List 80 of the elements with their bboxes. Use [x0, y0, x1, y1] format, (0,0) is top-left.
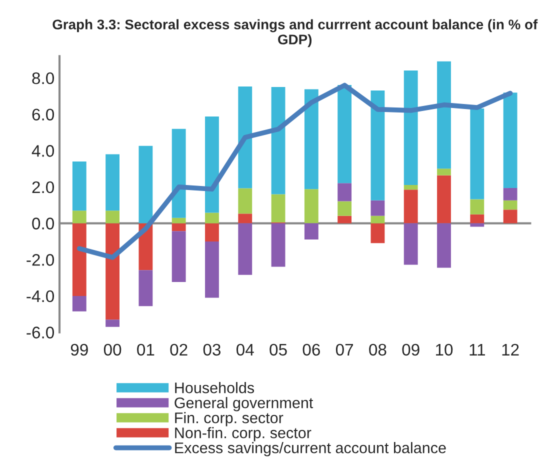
bar: [404, 223, 418, 265]
x-tick-label: 99: [70, 344, 88, 356]
line-series: [76, 82, 513, 260]
bar: [72, 223, 86, 296]
bar: [503, 188, 518, 200]
x-tick-label: 00: [104, 344, 122, 356]
bar: [503, 210, 518, 224]
bar: [370, 90, 385, 200]
x-tick-label: 05: [270, 344, 287, 356]
bar: [271, 223, 286, 267]
x-tick-label: 07: [336, 344, 353, 356]
bar: [72, 210, 86, 224]
legend-label: Households: [175, 382, 254, 394]
x-tick-label: 04: [236, 344, 254, 356]
bar: [470, 108, 484, 200]
bar: [205, 116, 219, 213]
bar: [172, 223, 186, 232]
x-tick-label: 01: [137, 344, 154, 356]
bar: [205, 241, 219, 298]
x-tick-label: 10: [436, 344, 453, 356]
bar: [470, 199, 484, 214]
bar: [138, 146, 153, 224]
x-tick-label: 02: [170, 344, 188, 356]
bar: [205, 223, 219, 242]
bar: [370, 216, 385, 224]
bar: [404, 70, 418, 185]
x-tick-label: 11: [470, 344, 485, 356]
bar: [437, 61, 451, 169]
bar: [437, 175, 451, 224]
bar: [370, 200, 385, 216]
bar: [72, 162, 86, 211]
bar: [106, 210, 120, 224]
bar: [338, 216, 352, 224]
bar: [503, 200, 518, 210]
bar: [338, 183, 352, 202]
bar: [172, 218, 186, 224]
bar: [172, 231, 186, 282]
y-tick-label: 4.0: [32, 145, 54, 157]
chart-title: Graph 3.3: Sectoral excess savings and currrent account balance (in % of GDP): [52, 19, 538, 48]
bar: [238, 188, 252, 214]
bar: [138, 270, 153, 306]
legend-label: Excess savings/current account balance: [175, 442, 446, 456]
bar: [72, 296, 86, 312]
y-tick-label: 6.0: [32, 108, 54, 120]
bar: [304, 223, 318, 240]
bar: [437, 168, 451, 176]
x-tick-label: 08: [369, 344, 386, 356]
legend-label: Non-fin. corp. sector: [175, 427, 312, 442]
bar: [338, 201, 352, 216]
y-tick-label: -4.0: [26, 290, 54, 302]
x-tick-label: 09: [402, 344, 420, 356]
bar: [304, 89, 318, 190]
bar: [304, 189, 318, 224]
bar: [238, 214, 252, 224]
bar: [404, 190, 418, 224]
y-tick-label: -2.0: [26, 254, 54, 266]
bar: [437, 223, 451, 268]
bar: [238, 86, 252, 188]
y-tick-label: 8.0: [32, 72, 54, 84]
y-tick-label: 2.0: [32, 181, 54, 194]
bar: [404, 184, 418, 190]
bar: [503, 92, 518, 188]
y-tick-label: -6.0: [26, 326, 54, 338]
bar: [106, 223, 120, 320]
bar: [271, 194, 286, 222]
legend-label: Fin. corp. sector: [175, 412, 284, 426]
y-tick-label: 0.0: [32, 218, 54, 230]
legend-label: General government: [174, 397, 314, 412]
bar: [370, 223, 385, 244]
x-tick-label: 06: [302, 344, 320, 356]
bar: [205, 212, 219, 224]
bar: [470, 214, 484, 224]
bar: [106, 320, 120, 327]
x-tick-label: 12: [502, 344, 519, 356]
bar: [338, 85, 352, 184]
bar: [271, 87, 286, 194]
bar: [172, 128, 186, 218]
x-tick-label: 03: [203, 344, 221, 356]
bar: [106, 154, 120, 211]
bar: [238, 223, 252, 275]
